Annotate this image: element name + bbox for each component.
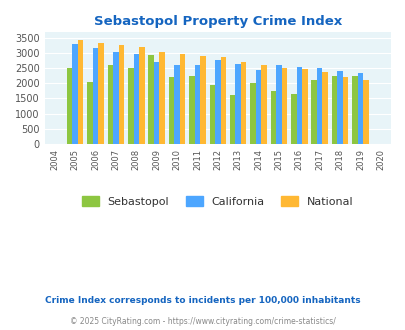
Bar: [316, 68, 322, 144]
Bar: [72, 44, 78, 144]
Bar: [261, 65, 266, 144]
Bar: [296, 67, 301, 144]
Bar: [113, 52, 118, 144]
Bar: [240, 62, 246, 144]
Bar: [93, 48, 98, 144]
Bar: [290, 94, 296, 144]
Bar: [67, 68, 72, 144]
Bar: [189, 76, 194, 144]
Legend: Sebastopol, California, National: Sebastopol, California, National: [77, 192, 357, 212]
Text: Crime Index corresponds to incidents per 100,000 inhabitants: Crime Index corresponds to incidents per…: [45, 296, 360, 305]
Bar: [220, 57, 226, 144]
Bar: [194, 65, 200, 144]
Bar: [153, 62, 159, 144]
Bar: [148, 55, 153, 144]
Bar: [179, 54, 185, 144]
Bar: [107, 65, 113, 144]
Bar: [362, 80, 368, 144]
Bar: [281, 69, 286, 144]
Bar: [78, 40, 83, 144]
Bar: [235, 64, 240, 144]
Bar: [250, 83, 255, 144]
Bar: [322, 72, 327, 144]
Bar: [337, 71, 342, 144]
Bar: [301, 69, 307, 144]
Bar: [229, 95, 235, 144]
Bar: [98, 43, 104, 144]
Bar: [87, 82, 93, 144]
Bar: [331, 76, 337, 144]
Bar: [255, 70, 261, 144]
Bar: [168, 78, 174, 144]
Text: © 2025 CityRating.com - https://www.cityrating.com/crime-statistics/: © 2025 CityRating.com - https://www.city…: [70, 317, 335, 326]
Bar: [200, 56, 205, 144]
Bar: [357, 73, 362, 144]
Bar: [311, 80, 316, 144]
Bar: [215, 60, 220, 144]
Bar: [275, 65, 281, 144]
Bar: [118, 45, 124, 144]
Bar: [174, 65, 179, 144]
Bar: [209, 85, 215, 144]
Bar: [159, 51, 164, 144]
Bar: [342, 77, 347, 144]
Bar: [351, 76, 357, 144]
Bar: [270, 91, 275, 144]
Bar: [133, 54, 139, 144]
Bar: [139, 47, 144, 144]
Title: Sebastopol Property Crime Index: Sebastopol Property Crime Index: [94, 15, 341, 28]
Bar: [128, 68, 133, 144]
